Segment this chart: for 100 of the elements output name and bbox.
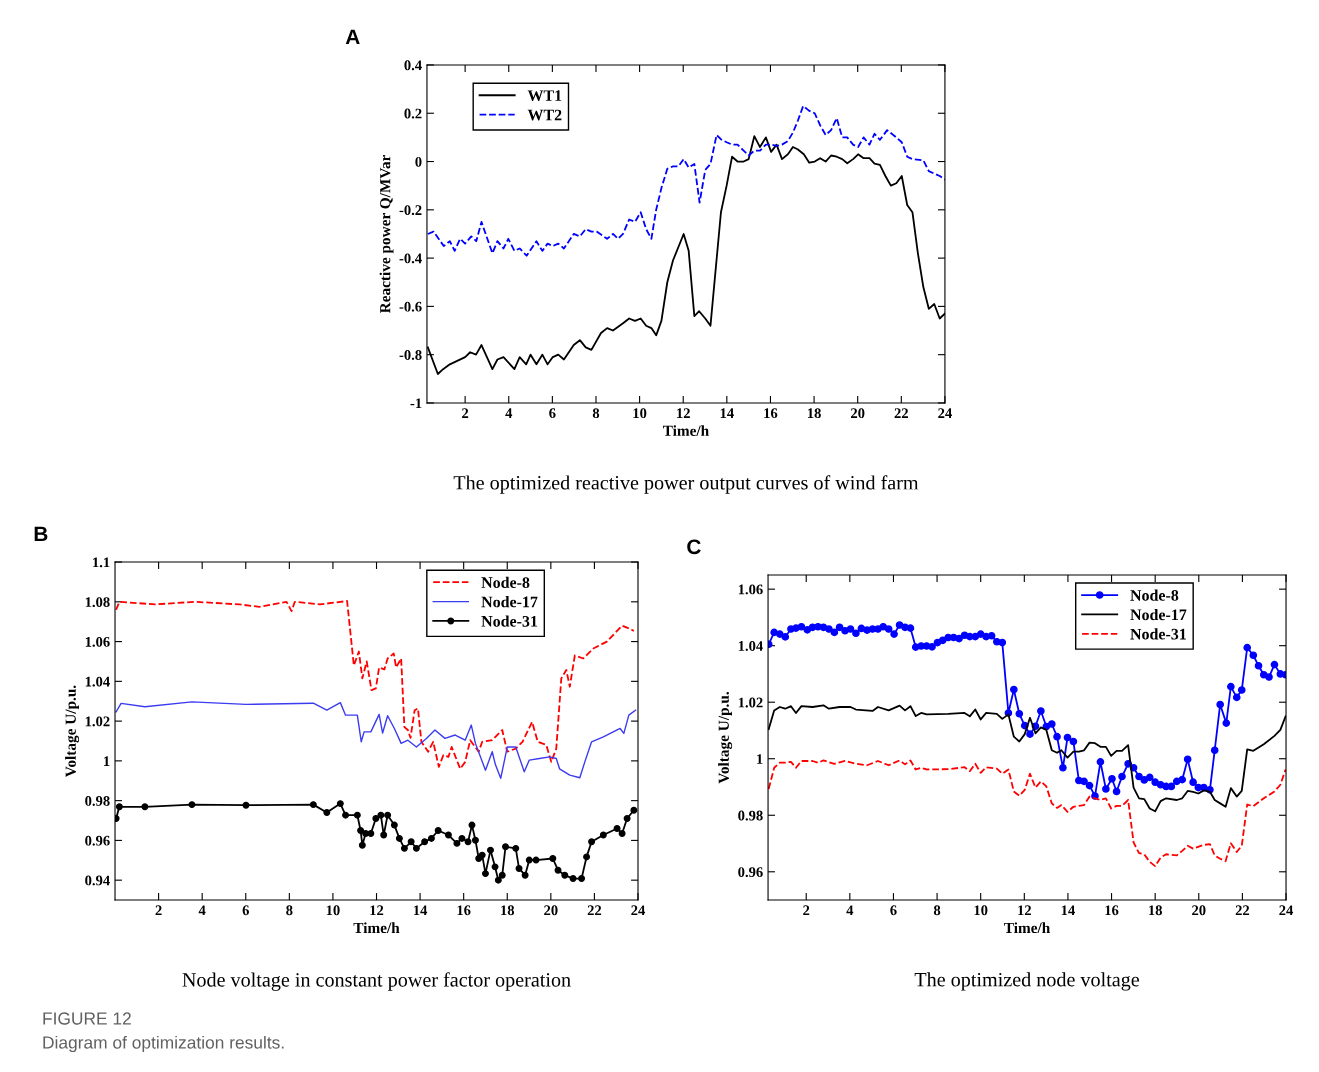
point bbox=[478, 851, 486, 859]
y-tick-label: 1.06 bbox=[738, 584, 763, 595]
y-tick-label: 1.02 bbox=[85, 716, 110, 727]
x-tick-label: 16 bbox=[457, 905, 471, 916]
legend-label: WT2 bbox=[527, 109, 562, 121]
y-tick-label: 1.1 bbox=[93, 557, 110, 568]
point bbox=[468, 821, 476, 829]
x-tick-label: 22 bbox=[1235, 905, 1250, 916]
point bbox=[578, 875, 586, 883]
x-tick-label: 12 bbox=[677, 408, 690, 418]
x-tick-label: 20 bbox=[851, 408, 865, 419]
y-axis-title: Reactive power Q/MVar bbox=[379, 154, 394, 314]
point bbox=[242, 801, 250, 809]
x-tick-label: 10 bbox=[974, 905, 988, 916]
x-axis-title: Time/h bbox=[353, 922, 400, 934]
point bbox=[583, 853, 591, 861]
x-tick-label: 18 bbox=[1149, 905, 1162, 916]
x-tick-label: 8 bbox=[933, 905, 941, 916]
point bbox=[407, 838, 415, 846]
line-series bbox=[768, 759, 1287, 868]
text: Node voltage in constant power factor operation bbox=[182, 972, 571, 991]
y-tick-label: 1 bbox=[104, 756, 110, 766]
x-axis-title: Time/h bbox=[1004, 922, 1051, 934]
x-tick-label: 16 bbox=[764, 408, 778, 419]
point bbox=[458, 834, 466, 842]
point bbox=[618, 829, 626, 837]
y-tick-label: -1 bbox=[410, 398, 422, 409]
point bbox=[367, 829, 375, 837]
text: Diagram of optimization results. bbox=[43, 1035, 284, 1053]
caption: FIGURE 12 bbox=[43, 1012, 131, 1025]
x-tick-label: 6 bbox=[549, 408, 556, 419]
point bbox=[453, 839, 461, 847]
line-series bbox=[115, 701, 637, 780]
x-tick-label: 14 bbox=[720, 408, 734, 418]
x-tick-label: 2 bbox=[803, 905, 810, 916]
point bbox=[623, 815, 631, 823]
point bbox=[498, 871, 506, 879]
point bbox=[444, 831, 452, 839]
legend-label: Node-31 bbox=[481, 615, 538, 627]
x-tick-label: 22 bbox=[587, 905, 602, 916]
y-axis-title: Voltage U/p.u. bbox=[65, 685, 80, 778]
point bbox=[427, 834, 435, 842]
point bbox=[569, 875, 577, 883]
point bbox=[525, 856, 533, 864]
x-tick-label: 2 bbox=[462, 408, 469, 418]
x-tick-label: 20 bbox=[544, 905, 558, 916]
y-tick-label: 0.94 bbox=[85, 875, 110, 886]
point bbox=[421, 838, 429, 846]
y-tick-label: 0.2 bbox=[404, 108, 422, 119]
point bbox=[380, 831, 388, 839]
x-tick-label: 8 bbox=[592, 408, 600, 419]
point bbox=[515, 864, 523, 872]
point bbox=[141, 803, 149, 811]
y-tick-label: 0.4 bbox=[404, 60, 422, 71]
point bbox=[372, 815, 380, 823]
x-tick-label: 14 bbox=[1061, 905, 1075, 916]
point bbox=[384, 811, 392, 819]
point bbox=[561, 871, 569, 879]
point bbox=[400, 844, 408, 852]
text: The optimized reactive power output curves of wind farm bbox=[453, 475, 919, 494]
point bbox=[630, 806, 638, 814]
point bbox=[395, 834, 403, 842]
point bbox=[336, 800, 344, 808]
y-tick-label: 0.96 bbox=[85, 835, 110, 846]
point bbox=[434, 826, 442, 834]
point bbox=[412, 844, 420, 852]
point bbox=[613, 825, 621, 832]
y-tick-label: -0.4 bbox=[399, 253, 422, 264]
point bbox=[188, 801, 196, 809]
legend-label: Node-31 bbox=[1130, 628, 1186, 640]
point bbox=[554, 866, 562, 874]
point bbox=[357, 826, 365, 834]
x-tick-label: 18 bbox=[501, 905, 515, 916]
y-tick-label: 0.96 bbox=[738, 867, 763, 878]
x-tick-label: 8 bbox=[286, 905, 293, 916]
legend-label: Node-17 bbox=[481, 596, 538, 608]
x-tick-label: 10 bbox=[326, 905, 340, 916]
y-tick-label: 1.04 bbox=[85, 676, 110, 687]
point bbox=[358, 841, 366, 849]
point bbox=[599, 831, 607, 839]
point bbox=[342, 811, 350, 819]
x-tick-label: 18 bbox=[807, 408, 821, 419]
point bbox=[502, 843, 509, 851]
x-tick-label: 24 bbox=[1279, 905, 1294, 916]
legend-label: Node-8 bbox=[481, 576, 530, 588]
x-tick-label: 6 bbox=[890, 905, 897, 916]
y-tick-label: 0.98 bbox=[85, 796, 110, 806]
x-axis-title: Time/h bbox=[662, 425, 709, 436]
y-tick-label: 1.02 bbox=[738, 697, 763, 708]
text: A bbox=[345, 29, 360, 44]
y-axis-title: Voltage U/p.u. bbox=[718, 692, 733, 784]
point bbox=[549, 855, 557, 862]
point bbox=[353, 811, 361, 819]
line-series bbox=[426, 105, 945, 257]
x-tick-label: 4 bbox=[198, 905, 206, 916]
legend-label: Node-17 bbox=[1130, 608, 1187, 621]
x-tick-label: 24 bbox=[938, 408, 952, 418]
point bbox=[464, 838, 472, 846]
y-tick-label: 0.98 bbox=[738, 810, 763, 821]
y-tick-label: -0.8 bbox=[399, 350, 422, 360]
